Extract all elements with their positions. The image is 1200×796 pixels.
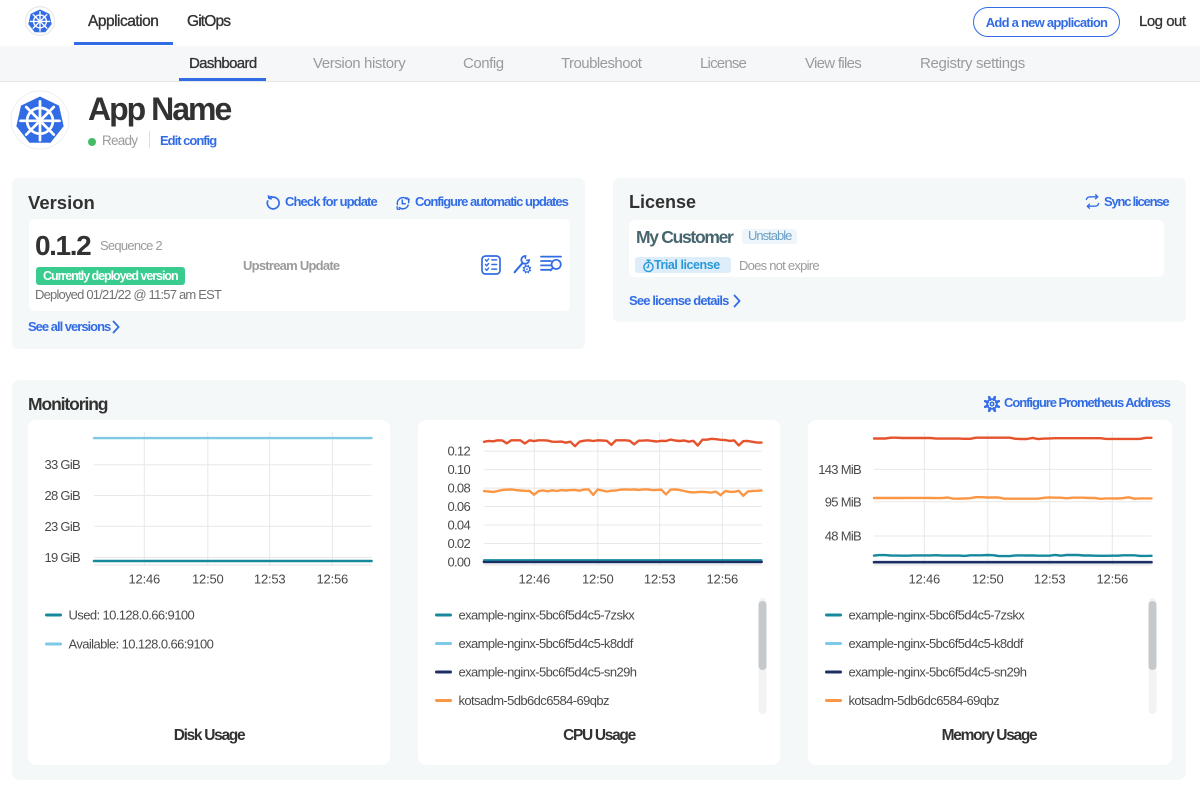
svg-text:12:56: 12:56 (317, 572, 349, 587)
svg-text:12:50: 12:50 (972, 572, 1004, 587)
svg-text:95 MiB: 95 MiB (825, 494, 861, 509)
svg-text:48 MiB: 48 MiB (825, 529, 861, 544)
svg-text:0.00: 0.00 (447, 555, 470, 570)
svg-text:Disk Usage: Disk Usage (174, 727, 246, 744)
svg-text:kotsadm-5db6dc6584-69qbz: kotsadm-5db6dc6584-69qbz (459, 693, 609, 708)
svg-text:33 GiB: 33 GiB (44, 457, 80, 472)
svg-text:12:46: 12:46 (909, 572, 941, 587)
svg-text:12:53: 12:53 (644, 572, 676, 587)
svg-text:example-nginx-5bc6f5d4c5-sn29h: example-nginx-5bc6f5d4c5-sn29h (849, 665, 1027, 680)
svg-text:Available: 10.128.0.66:9100: Available: 10.128.0.66:9100 (69, 637, 214, 652)
svg-text:Used: 10.128.0.66:9100: Used: 10.128.0.66:9100 (69, 608, 195, 623)
svg-text:0.08: 0.08 (447, 481, 470, 496)
svg-text:example-nginx-5bc6f5d4c5-7zskx: example-nginx-5bc6f5d4c5-7zskx (849, 608, 1026, 623)
svg-text:0.04: 0.04 (447, 518, 470, 533)
svg-text:Memory Usage: Memory Usage (942, 727, 1038, 744)
svg-text:12:46: 12:46 (519, 572, 551, 587)
svg-text:12:53: 12:53 (1034, 572, 1066, 587)
svg-text:0.06: 0.06 (447, 499, 470, 514)
svg-text:28 GiB: 28 GiB (44, 488, 80, 503)
svg-text:0.02: 0.02 (447, 536, 470, 551)
svg-text:example-nginx-5bc6f5d4c5-sn29h: example-nginx-5bc6f5d4c5-sn29h (459, 665, 637, 680)
svg-text:example-nginx-5bc6f5d4c5-7zskx: example-nginx-5bc6f5d4c5-7zskx (459, 608, 636, 623)
svg-text:CPU Usage: CPU Usage (563, 727, 637, 744)
svg-text:12:50: 12:50 (582, 572, 614, 587)
svg-text:kotsadm-5db6dc6584-69qbz: kotsadm-5db6dc6584-69qbz (849, 693, 999, 708)
svg-text:12:46: 12:46 (129, 572, 161, 587)
svg-text:0.12: 0.12 (447, 444, 470, 459)
svg-text:12:56: 12:56 (1097, 572, 1129, 587)
svg-text:example-nginx-5bc6f5d4c5-k8ddf: example-nginx-5bc6f5d4c5-k8ddf (459, 636, 634, 651)
svg-text:0.10: 0.10 (447, 462, 470, 477)
svg-text:example-nginx-5bc6f5d4c5-k8ddf: example-nginx-5bc6f5d4c5-k8ddf (849, 636, 1024, 651)
svg-text:23 GiB: 23 GiB (44, 519, 80, 534)
svg-text:12:56: 12:56 (707, 572, 739, 587)
svg-text:143 MiB: 143 MiB (818, 462, 861, 477)
svg-text:19 GiB: 19 GiB (44, 550, 80, 565)
svg-text:12:53: 12:53 (254, 572, 286, 587)
svg-text:12:50: 12:50 (192, 572, 224, 587)
